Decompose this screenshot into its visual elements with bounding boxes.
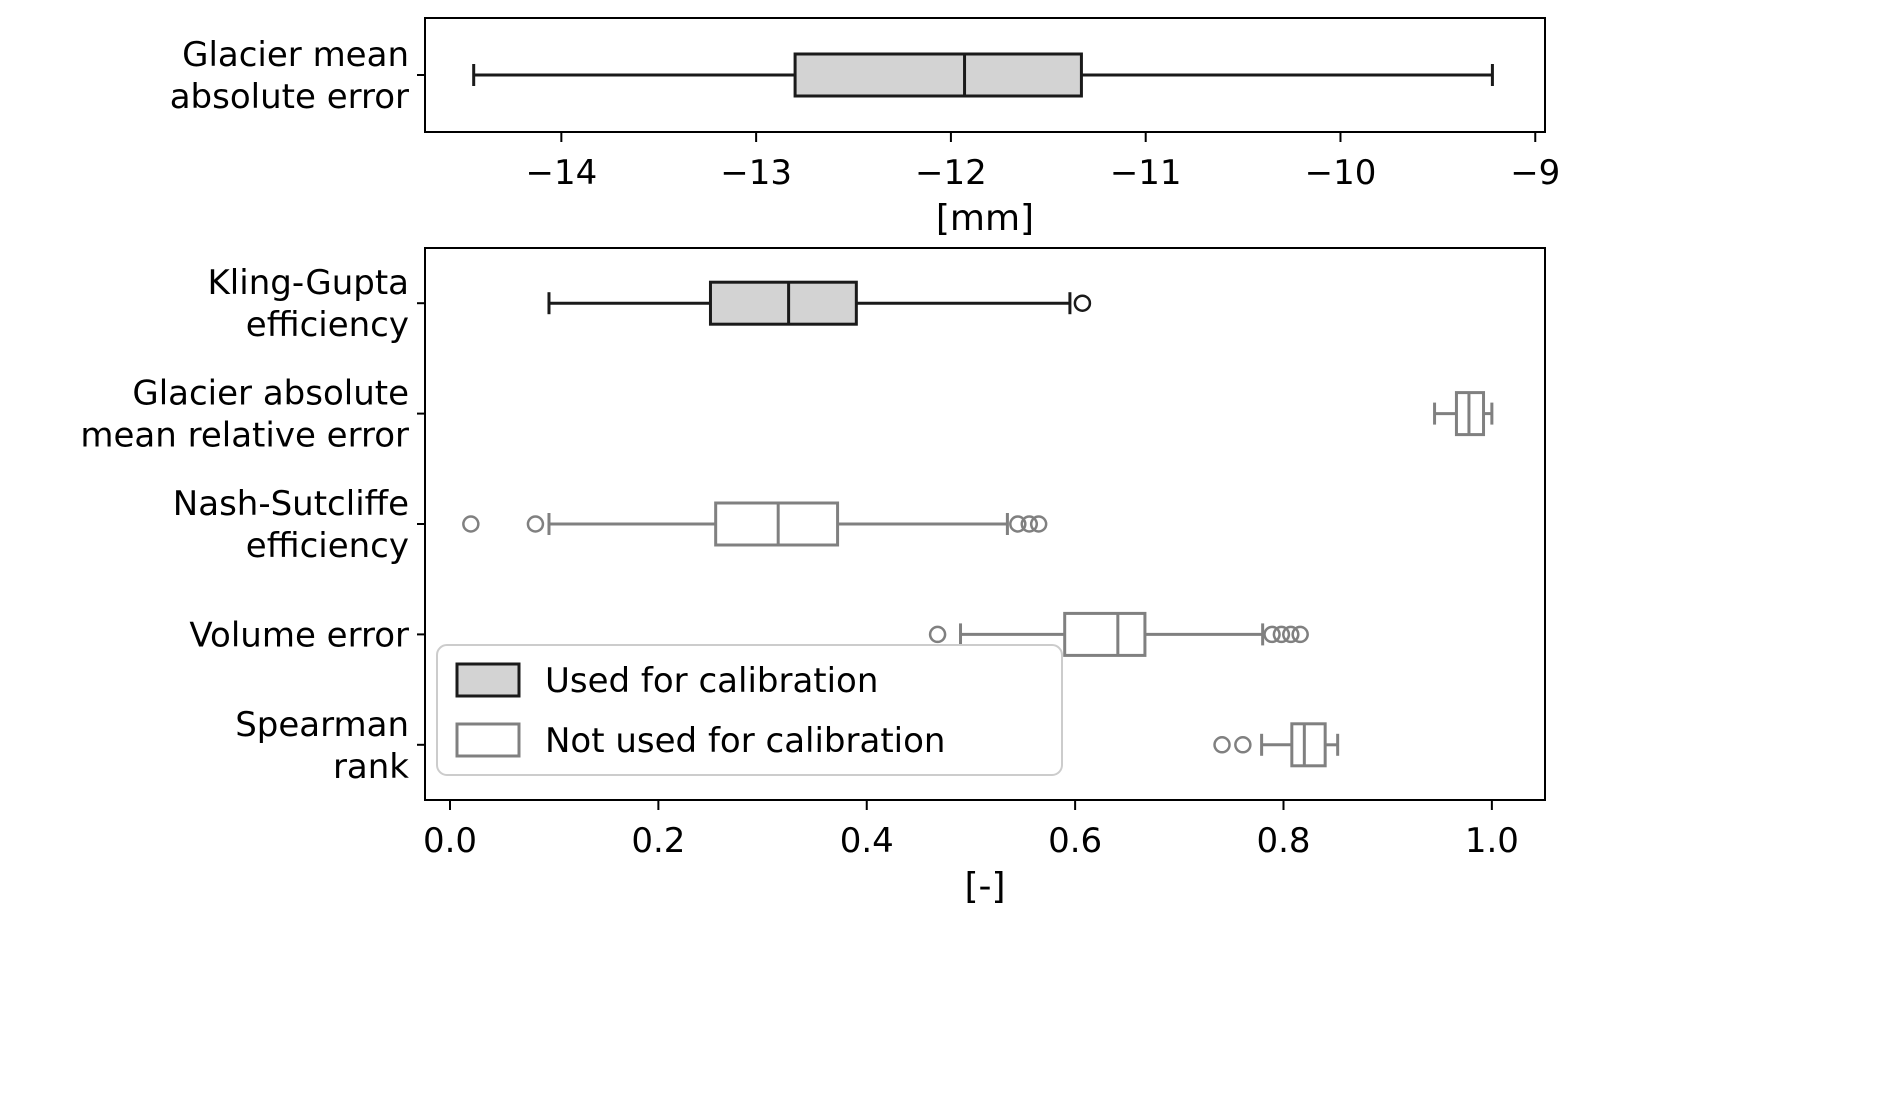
category-label: efficiency — [246, 305, 409, 345]
x-tick-label: 0.8 — [1256, 821, 1310, 861]
x-tick-label: 0.4 — [840, 821, 894, 861]
category-label: mean relative error — [80, 416, 409, 456]
outlier-point — [1009, 515, 1027, 533]
x-tick-label: −13 — [720, 153, 792, 193]
iqr-box — [708, 280, 858, 326]
x-tick-label: −9 — [1510, 153, 1560, 193]
category-label: absolute error — [170, 77, 409, 117]
category-label: Volume error — [189, 615, 409, 655]
category-label: efficiency — [246, 526, 409, 566]
outlier-point — [1213, 736, 1231, 754]
category-label: rank — [333, 747, 409, 787]
outlier-point — [928, 625, 947, 644]
outlier-point — [1029, 515, 1048, 533]
iqr-box — [1290, 722, 1327, 768]
legend-box — [436, 644, 1063, 776]
x-tick-label: −14 — [525, 153, 597, 193]
x-tick-label: −11 — [1110, 153, 1182, 193]
iqr-box — [793, 52, 1083, 98]
outlier-point — [1234, 736, 1252, 754]
x-tick-label: 0.6 — [1048, 821, 1102, 861]
x-tick-label: −12 — [915, 153, 987, 193]
x-tick-label: 0.0 — [423, 821, 477, 861]
x-tick-label: 0.2 — [631, 821, 685, 861]
category-label: Kling-Gupta — [208, 263, 409, 303]
outlier-point — [462, 515, 480, 533]
category-label: Nash-Sutcliffe — [173, 484, 409, 524]
category-label: Glacier mean — [182, 35, 409, 75]
x-axis-label: [mm] — [936, 198, 1034, 239]
iqr-box — [1063, 611, 1147, 657]
legend-label: Used for calibration — [545, 661, 878, 701]
outlier-point — [1263, 625, 1281, 644]
x-tick-label: −10 — [1305, 153, 1377, 193]
outlier-point — [526, 515, 545, 533]
iqr-box — [714, 501, 840, 547]
outlier-point — [1272, 625, 1291, 644]
legend-swatch — [455, 722, 521, 758]
category-label: Glacier absolute — [132, 374, 409, 414]
outlier-point — [1073, 294, 1092, 312]
outlier-point — [1291, 625, 1309, 644]
x-tick-label: 1.0 — [1465, 821, 1519, 861]
outlier-point — [1020, 515, 1039, 533]
outlier-point — [1282, 625, 1300, 644]
legend-label: Not used for calibration — [545, 721, 945, 761]
x-axis-label: [-] — [964, 866, 1005, 907]
category-label: Spearman — [235, 705, 409, 745]
legend-swatch — [455, 662, 521, 698]
